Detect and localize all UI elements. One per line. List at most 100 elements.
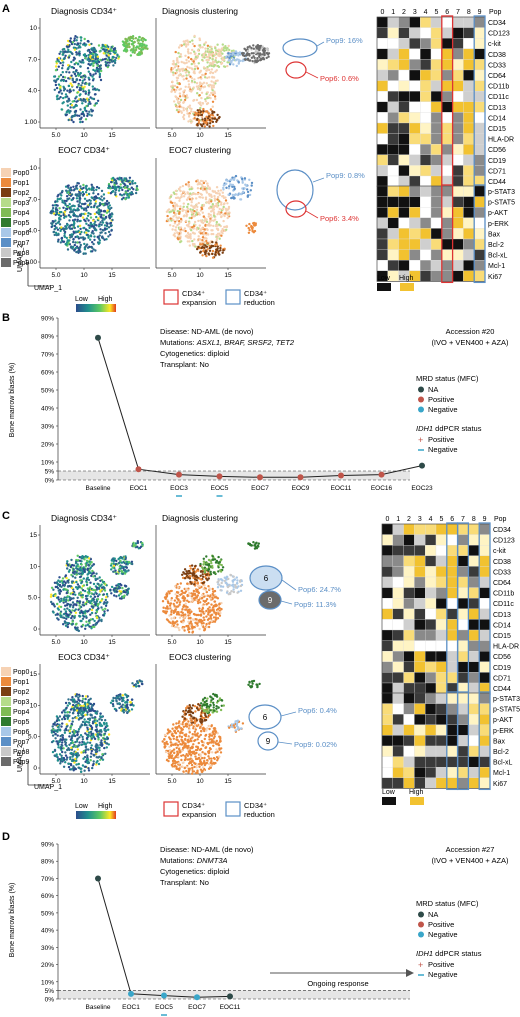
umap-point [204,250,207,253]
umap-point [191,39,194,42]
umap-point [68,219,71,222]
umap-point [69,207,73,211]
umap-point [185,74,188,77]
umap-point [202,86,205,89]
umap-point [100,619,103,623]
umap-point [72,71,75,74]
umap-point [110,592,113,595]
umap-point [98,211,101,214]
umap-point [193,580,197,584]
umap-point [58,197,61,201]
umap-point [182,621,185,624]
umap-point [73,243,77,247]
umap-point [193,117,196,120]
umap-point [205,55,208,58]
umap-point [255,45,258,48]
heat-cell [376,48,388,60]
umap-point [72,196,75,200]
umap-point [214,224,218,228]
umap-point [101,219,104,222]
umap-point [246,190,250,194]
umap-y-tick-label: 7.0 [28,56,37,63]
x-tick-label: EOC16 [371,485,393,492]
umap-point [126,186,129,189]
pop6-leader-a-diag [305,71,319,79]
umap-point [84,207,88,210]
umap-point [86,726,89,729]
umap-point [203,125,206,128]
umap-point [218,192,221,195]
umap-point [63,50,67,53]
umap-point [196,109,199,112]
umap-point [60,599,63,602]
umap-point [199,243,202,246]
umap-point [65,189,68,192]
umap-point [215,604,218,607]
umap-point [63,199,66,203]
umap-point [70,227,74,230]
umap-point [186,594,189,598]
umap-point [74,114,77,117]
umap-point [87,557,91,560]
umap-point [82,90,85,93]
heat-cell [376,144,388,155]
umap-point [57,60,61,63]
umap-point [210,205,213,208]
umap-point [203,43,206,46]
umap-point [76,241,79,244]
umap-point [180,610,183,614]
heat-cell [452,228,464,240]
umap-point [71,586,74,590]
umap-point [221,566,225,569]
umap-point [208,122,212,125]
umap-point [215,617,218,621]
umap-point [208,76,211,79]
umap-point [73,249,76,252]
pop-swatch [1,208,11,217]
umap-point [170,617,173,620]
umap-point [211,252,214,256]
umap-point [208,207,211,210]
umap-point [79,227,82,231]
heat-cell [430,69,442,81]
umap-point [71,755,74,758]
umap-point [91,109,95,112]
umap-point [190,204,193,207]
heat-col-label: 4 [424,9,428,16]
idh-item: Negative [428,445,458,454]
umap-point [233,197,236,200]
umap-point [75,184,79,187]
umap-point [193,583,196,586]
umap-point [195,228,199,231]
umap-point [121,188,124,192]
umap-point [208,56,212,60]
umap-point [113,59,117,63]
umap-point [218,223,221,226]
mrd-swatch [418,386,424,393]
umap-point [185,213,189,216]
umap-point [192,206,195,209]
umap-point [98,75,102,79]
umap-point [64,574,68,577]
umap-x-tick-label: 15 [224,639,232,646]
heat-cell [409,165,421,177]
umap-point [66,567,69,570]
y-tick-label: 70% [41,352,54,359]
umap-point [210,45,213,49]
umap-point [162,606,165,609]
umap-point [84,742,88,746]
heat-cell [452,27,464,39]
umap-point [66,205,70,209]
heat-row-label: p-AKT [488,210,509,217]
heat-cell [387,112,399,124]
umap-point [80,619,83,623]
umap-point [195,598,198,602]
umap-point [66,100,69,103]
umap-point [202,599,205,603]
umap-point [250,544,253,547]
umap-point [252,541,255,544]
heat-col-label: 3 [413,9,417,16]
umap-point [248,228,251,232]
umap-point [173,207,177,211]
umap-point [84,75,87,79]
